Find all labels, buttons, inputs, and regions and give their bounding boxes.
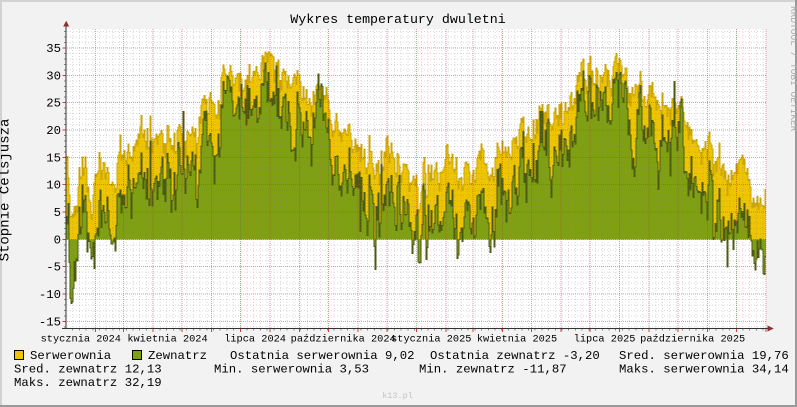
svg-text:15: 15 bbox=[46, 151, 61, 165]
svg-text:-15: -15 bbox=[39, 315, 61, 329]
svg-text:30: 30 bbox=[46, 69, 61, 83]
svg-text:RRDTOOL / TOBI OETIKER: RRDTOOL / TOBI OETIKER bbox=[788, 6, 797, 132]
svg-text:stycznia 2024: stycznia 2024 bbox=[41, 334, 121, 346]
svg-text:Zewnatrz: Zewnatrz bbox=[148, 349, 207, 363]
svg-text:-5: -5 bbox=[46, 261, 61, 275]
svg-text:Min. zewnatrz -11,87: Min. zewnatrz -11,87 bbox=[419, 363, 567, 377]
svg-text:Serwerownia: Serwerownia bbox=[30, 349, 111, 363]
svg-text:lipca 2024: lipca 2024 bbox=[224, 334, 286, 346]
svg-text:Sred. zewnatrz 12,13: Sred. zewnatrz 12,13 bbox=[14, 363, 162, 377]
svg-text:kwietnia 2024: kwietnia 2024 bbox=[127, 334, 207, 346]
svg-text:stycznia 2025: stycznia 2025 bbox=[391, 334, 471, 346]
svg-text:Stopnie Celsjusza: Stopnie Celsjusza bbox=[0, 119, 14, 262]
svg-text:-10: -10 bbox=[39, 288, 61, 302]
svg-text:10: 10 bbox=[46, 179, 61, 193]
svg-text:0: 0 bbox=[54, 233, 61, 247]
svg-text:października 2025: października 2025 bbox=[640, 334, 745, 346]
svg-text:Ostatnia zewnatrz -3,20: Ostatnia zewnatrz -3,20 bbox=[430, 349, 600, 363]
svg-text:Sred. serwerownia 19,76: Sred. serwerownia 19,76 bbox=[619, 349, 789, 363]
svg-text:lipca 2025: lipca 2025 bbox=[574, 334, 636, 346]
svg-text:Wykres temperatury dwuletni: Wykres temperatury dwuletni bbox=[290, 12, 505, 27]
svg-text:Ostatnia serwerownia 9,02: Ostatnia serwerownia 9,02 bbox=[230, 349, 414, 363]
svg-text:Min. serwerownia 3,53: Min. serwerownia 3,53 bbox=[214, 363, 369, 377]
svg-text:20: 20 bbox=[46, 124, 61, 138]
svg-text:k13.pl: k13.pl bbox=[382, 391, 413, 401]
svg-text:października 2024: października 2024 bbox=[291, 334, 396, 346]
svg-text:35: 35 bbox=[46, 42, 61, 56]
svg-text:kwietnia 2025: kwietnia 2025 bbox=[477, 334, 557, 346]
svg-text:Maks. zewnatrz 32,19: Maks. zewnatrz 32,19 bbox=[14, 376, 162, 390]
svg-text:5: 5 bbox=[54, 206, 61, 220]
svg-text:25: 25 bbox=[46, 97, 61, 111]
svg-text:Maks. serwerownia 34,14: Maks. serwerownia 34,14 bbox=[619, 363, 789, 377]
